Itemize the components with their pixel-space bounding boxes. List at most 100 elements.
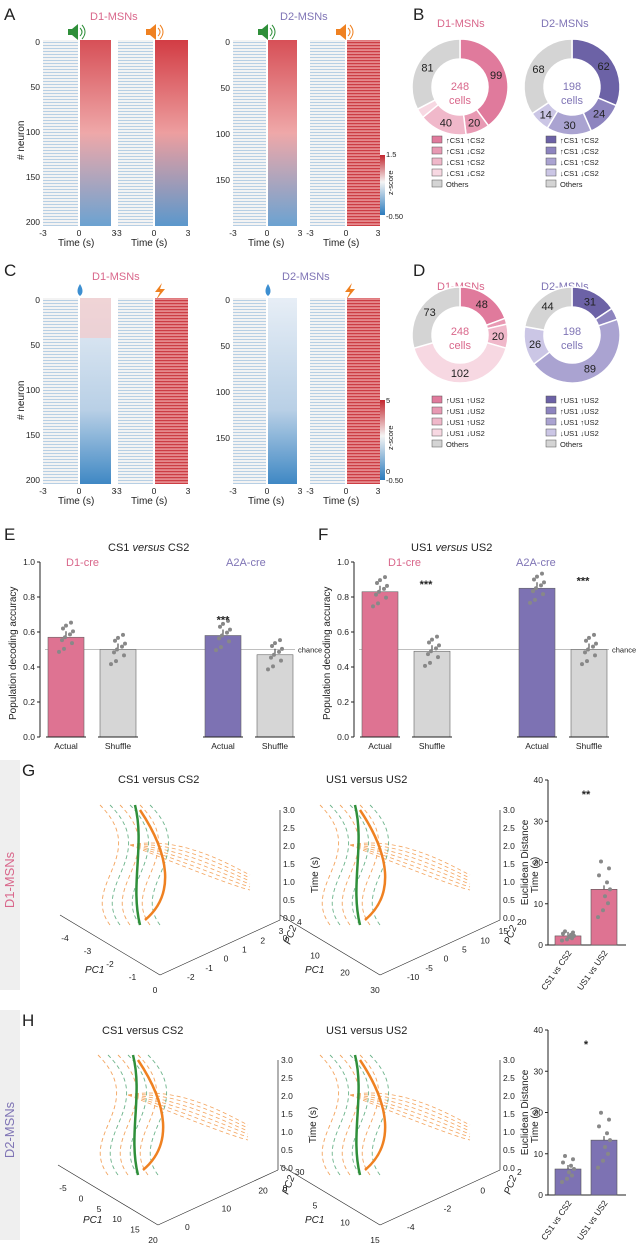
y-tick-label: 0	[35, 295, 40, 305]
legend-swatch	[545, 406, 557, 415]
panel-h-title-2: US1 versus US2	[326, 1025, 407, 1037]
panel-b-d2-center: 198	[563, 81, 581, 93]
donut-value-label: 81	[421, 62, 433, 74]
pc2-tick-label: 0	[480, 1185, 485, 1195]
speaker-icon-orange-a1	[146, 24, 164, 40]
y-tick-label: 1.0	[23, 557, 35, 567]
data-point	[607, 866, 611, 871]
pc1-tick-label: 0	[153, 985, 158, 995]
y-tick-label: 100	[26, 127, 40, 137]
individual-trajectory	[349, 842, 471, 876]
bar	[361, 591, 399, 738]
individual-trajectory	[97, 1054, 118, 1176]
chance-label: chance	[612, 646, 636, 655]
y-tick-label: 0.2	[23, 697, 35, 707]
y-tick-label: 0.0	[23, 732, 35, 742]
y-tick-label: 200	[26, 475, 40, 485]
pc1-axis	[57, 1164, 159, 1226]
panel-a-cbar-max: 1.5	[386, 150, 396, 159]
y-axis-label: Euclidean Distance	[520, 819, 531, 905]
time-axis-label: Time (s)	[530, 1107, 541, 1143]
time-tick-label: 1.5	[281, 1109, 293, 1119]
y-tick-label: 100	[216, 387, 230, 397]
legend-swatch	[545, 157, 557, 166]
x-tick-label: -3	[39, 228, 47, 238]
pc1-tick-label: -4	[61, 933, 69, 943]
time-tick-label: 0.5	[503, 895, 515, 905]
time-tick-label: 2.0	[283, 841, 295, 851]
pc2-tick-label: 15	[499, 926, 509, 936]
legend-label: ↓US1 ↑US2	[446, 418, 485, 427]
data-point	[384, 595, 388, 600]
data-point	[428, 660, 432, 665]
y-tick-label: 40	[534, 1025, 544, 1035]
legend-swatch	[431, 146, 443, 155]
time-tick-label: 1.0	[503, 1127, 515, 1137]
y-tick-label: 100	[216, 129, 230, 139]
legend-swatch	[431, 157, 443, 166]
time-axis-label: Time (s)	[308, 1107, 319, 1143]
lightning-icon-c2	[345, 283, 355, 300]
individual-trajectory	[349, 844, 471, 879]
individual-trajectory	[109, 804, 130, 926]
panel-b-d2-cells: cells	[561, 95, 584, 107]
pc1-axis	[59, 914, 161, 976]
pc1-tick-label: -3	[84, 946, 92, 956]
speaker-icon-green-a2	[258, 24, 276, 40]
mean-trajectory-2	[138, 809, 167, 921]
panel-h-side-band	[0, 1010, 20, 1240]
y-tick-label: 40	[534, 775, 544, 785]
data-point	[563, 1154, 567, 1159]
data-point	[63, 635, 67, 640]
panel-d-d1-center: 248	[451, 326, 469, 338]
y-tick-label: 0.4	[23, 662, 35, 672]
pc2-tick-label: 30	[295, 1167, 305, 1177]
bar	[204, 635, 242, 738]
x-tick-label: -3	[229, 228, 237, 238]
data-point	[228, 627, 232, 632]
y-tick-label: 0.4	[337, 662, 349, 672]
panel-e-chart: 0.0 0.2 0.4 0.6 0.8 1.0 chance Actual Shuffle Act…	[23, 557, 322, 751]
data-point	[109, 662, 113, 667]
pc1-axis	[279, 914, 381, 976]
donut-value-label: 89	[584, 363, 596, 375]
x-category-label: US1 vs US2	[575, 948, 610, 992]
panel-c-d2-title: D2-MSNs	[282, 271, 330, 283]
panel-c-d1-yticks: 0 50 100 150 200	[26, 295, 40, 485]
data-point	[219, 645, 223, 650]
panel-a-xlabel-1: Time (s)	[58, 238, 94, 249]
time-tick-label: 2.0	[503, 841, 515, 851]
pc2-label: PC2	[502, 1174, 519, 1196]
panel-f-group-a2a: A2A-cre	[516, 557, 556, 569]
panel-b-d1-center: 248	[451, 81, 469, 93]
heatmap-c-d1	[43, 298, 188, 484]
pc2-tick-label: -4	[407, 1222, 415, 1232]
chance-label: chance	[298, 646, 322, 655]
data-point	[542, 580, 546, 585]
panel-c-xticks: -3 0 3-3 0 3 -3 0 3 -3 0 3	[39, 486, 380, 496]
data-point	[427, 640, 431, 645]
pc2-tick-label: -10	[407, 972, 420, 982]
x-category-label: Shuffle	[105, 741, 132, 751]
y-tick-label: 150	[26, 430, 40, 440]
legend-swatch	[545, 179, 557, 188]
data-point	[430, 637, 434, 642]
y-tick-label: 0	[225, 37, 230, 47]
panel-label-a: A	[4, 5, 16, 24]
panel-c-cbar-max: 5	[386, 396, 390, 405]
individual-trajectory	[139, 804, 160, 926]
y-tick-label: 0	[225, 295, 230, 305]
legend-swatch	[545, 395, 557, 404]
data-point	[218, 624, 222, 629]
data-point	[567, 1170, 571, 1175]
time-tick-label: 3.0	[503, 805, 515, 815]
data-point	[377, 589, 381, 594]
legend-label: ↓US1 ↓US2	[560, 429, 599, 438]
panel-c-cbar-min: -0.50	[386, 476, 403, 485]
significance-stars: *	[584, 1039, 589, 1051]
pc1-axis	[279, 1164, 381, 1226]
mean-trajectory-2	[358, 1059, 387, 1171]
individual-trajectory	[359, 1054, 380, 1176]
legend-label: Others	[446, 440, 469, 449]
